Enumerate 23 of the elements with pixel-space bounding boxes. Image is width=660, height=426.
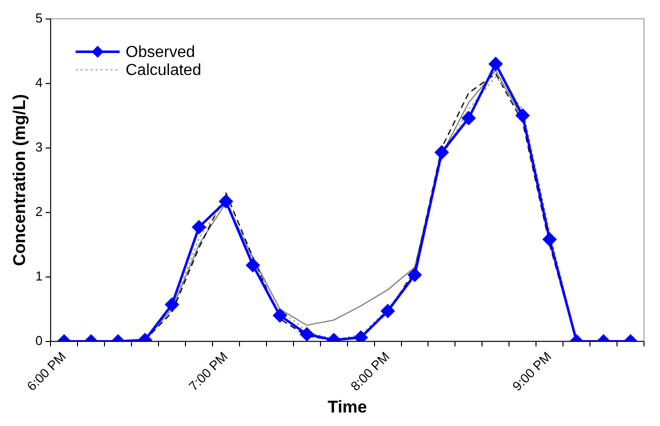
y-tick-label: 5: [35, 10, 43, 26]
legend-label: Observed: [126, 44, 196, 62]
point: [354, 330, 368, 342]
y-tick-label: 3: [35, 139, 43, 154]
point: [488, 57, 502, 71]
point: [434, 146, 448, 160]
point: [462, 111, 476, 125]
point: [516, 108, 530, 122]
y-tick-label: 1: [35, 268, 43, 284]
legend-label: Calculated: [126, 62, 202, 80]
point: [542, 232, 556, 246]
point: [192, 220, 206, 234]
y-axis-title: Concentration (mg/L): [10, 94, 29, 266]
x-axis-title: Time: [328, 397, 368, 416]
x-tick-label: 9:00 PM: [509, 348, 554, 394]
point: [246, 258, 260, 272]
x-tick-label: 6:00 PM: [24, 348, 69, 394]
y-tick-label: 4: [35, 74, 43, 90]
y-tick-label: 0: [35, 332, 43, 348]
x-tick-label: 8:00 PM: [348, 348, 392, 394]
point: [219, 194, 233, 208]
x-tick-label: 7:00 PM: [186, 348, 231, 394]
y-tick-label: 2: [35, 204, 43, 219]
